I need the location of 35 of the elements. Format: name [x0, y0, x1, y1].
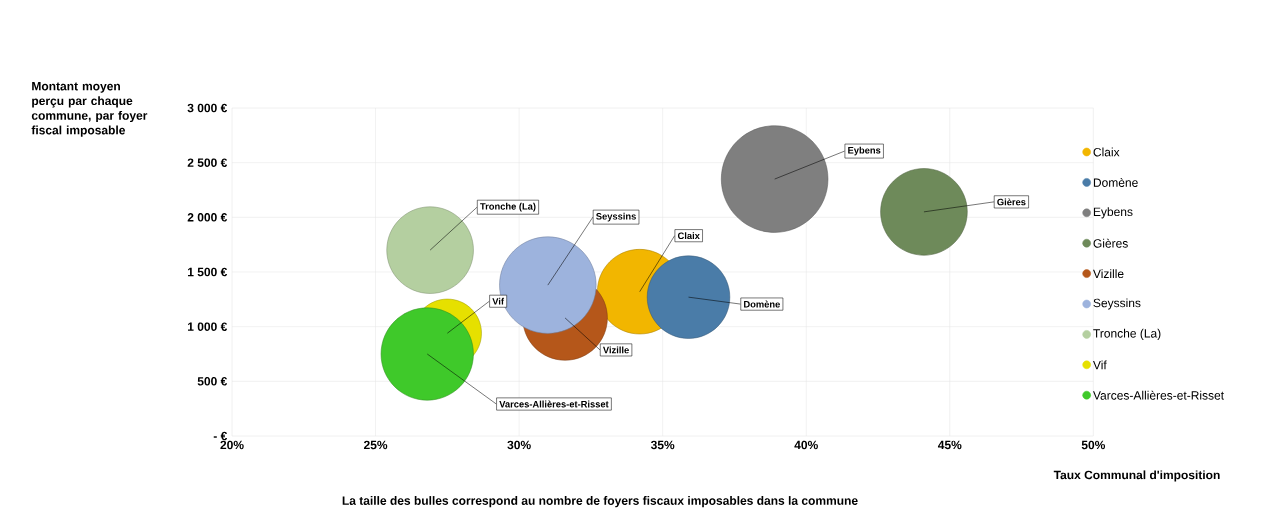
x-tick-label: 40% [794, 440, 818, 450]
legend-label: Domène [1093, 177, 1138, 187]
text: Eybens [848, 146, 881, 156]
x-axis-title: Taux Communal d'imposition [1053, 470, 1220, 482]
legend-label: Claix [1093, 147, 1120, 157]
text: Vizille [602, 346, 629, 354]
text: Tronche (La) [480, 202, 536, 212]
y-tick-label: 2 500 € [187, 158, 228, 167]
y-tick-label: 500 € [197, 377, 228, 386]
text: Gières [997, 198, 1026, 206]
text: La taille des bulles correspond au nombre de foyers fiscaux imposables dans la commune [342, 496, 858, 508]
x-tick-label: 30% [507, 440, 531, 450]
text: Vif [492, 297, 505, 305]
legend-label: Eybens [1093, 207, 1133, 219]
x-tick-label: 25% [363, 440, 388, 450]
legend-label: Varces-Allières-et-Risset [1093, 390, 1224, 400]
y-tick-label: 1 500 € [188, 267, 228, 277]
text: Varces-Allières-et-Risset [499, 400, 609, 408]
text: Claix [677, 232, 700, 240]
x-tick-label: 35% [650, 440, 675, 450]
y-tick-label: 1 000 € [188, 322, 228, 331]
y-tick-label: - € [213, 431, 228, 441]
x-tick-label: 45% [937, 440, 962, 450]
x-tick-label: 50% [1081, 440, 1106, 450]
legend-label: Vif [1093, 360, 1107, 370]
legend-label: Vizille [1093, 269, 1124, 279]
legend-label: Gières [1093, 238, 1128, 248]
legend-label: Seyssins [1093, 298, 1141, 310]
y-tick-label: 3 000 € [187, 103, 228, 113]
text: Seyssins [596, 212, 636, 222]
legend-label: Tronche (La) [1093, 328, 1161, 340]
y-tick-label: 2 000 € [187, 213, 228, 222]
x-tick-label: 20% [220, 440, 244, 450]
y-axis-title: Montant moyen perçu par chaque commune, par foyer fiscal imposable [31, 82, 148, 137]
text: Domène [744, 300, 780, 308]
